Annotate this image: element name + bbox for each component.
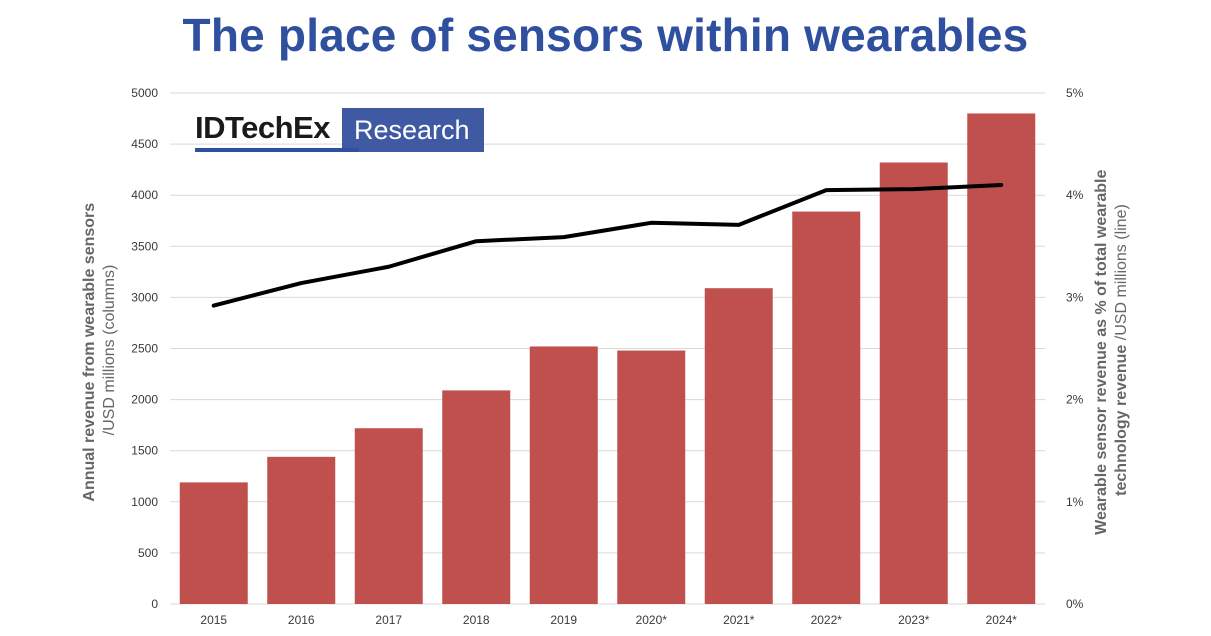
bar (267, 456, 336, 604)
left-tick-label: 500 (138, 546, 158, 560)
right-axis-title-line1: Wearable sensor revenue as % of total we… (1093, 170, 1110, 535)
right-axis-title-unit: /USD millions (line) (1113, 204, 1130, 340)
right-axis-title: Wearable sensor revenue as % of total we… (1093, 165, 1130, 535)
right-axis-title-line2: technology revenue /USD millions (line) (1113, 204, 1130, 496)
right-tick-label: 2% (1066, 393, 1084, 407)
right-tick-label: 5% (1066, 86, 1084, 100)
x-tick-label: 2020* (636, 613, 668, 627)
logo-brand: IDTechEx (195, 108, 359, 152)
x-tick-label: 2023* (898, 613, 930, 627)
left-axis-ticks: 0 500 1000 1500 2000 2500 3000 3500 4000 4500 5000 (131, 86, 158, 611)
x-tick-label: 2021* (723, 613, 755, 627)
bar (967, 113, 1036, 604)
x-tick-label: 2024* (986, 613, 1018, 627)
bar (792, 211, 861, 604)
left-axis-title-bold: Annual revenue from wearable sensors (81, 203, 98, 502)
logo-underline (195, 148, 359, 152)
left-tick-label: 1500 (131, 444, 158, 458)
bar (529, 346, 598, 604)
bar (879, 162, 948, 604)
left-tick-label: 5000 (131, 86, 158, 100)
logo-research-box: Research (341, 108, 484, 152)
x-tick-label: 2015 (200, 613, 227, 627)
left-tick-label: 0 (151, 597, 158, 611)
left-tick-label: 3000 (131, 290, 158, 304)
left-tick-label: 1000 (131, 495, 158, 509)
bar (617, 350, 686, 604)
bar (442, 390, 511, 604)
right-axis-title-line2-bold: technology revenue (1113, 345, 1130, 496)
idtechex-logo: IDTechEx Research (195, 108, 484, 152)
right-axis-ticks: 0% 1% 2% 3% 4% 5% (1066, 86, 1084, 611)
line-series (211, 182, 1004, 308)
right-tick-label: 3% (1066, 290, 1084, 304)
left-tick-label: 3500 (131, 239, 158, 253)
x-tick-label: 2018 (463, 613, 490, 627)
right-tick-label: 4% (1066, 188, 1084, 202)
left-tick-label: 2000 (131, 393, 158, 407)
bar (354, 428, 423, 604)
left-axis-title: Annual revenue from wearable sensors /US… (81, 198, 118, 501)
sensor-share-line (211, 182, 1004, 308)
bar (179, 482, 248, 604)
left-axis-title-unit: /USD millions (columns) (101, 265, 118, 436)
x-tick-label: 2017 (375, 613, 402, 627)
right-tick-label: 1% (1066, 495, 1084, 509)
left-tick-label: 2500 (131, 342, 158, 356)
bar-series (179, 113, 1036, 604)
left-tick-label: 4500 (131, 137, 158, 151)
right-tick-label: 0% (1066, 597, 1084, 611)
logo-brand-text: IDTechEx (195, 110, 330, 145)
x-tick-label: 2019 (550, 613, 577, 627)
x-tick-label: 2016 (288, 613, 315, 627)
x-tick-label: 2022* (811, 613, 843, 627)
bar (704, 288, 773, 604)
x-axis-ticks: 2015 2016 2017 2018 2019 2020* 2021* 2022* 2023*… (200, 613, 1017, 627)
chart-title: The place of sensors within wearables (182, 9, 1029, 61)
left-tick-label: 4000 (131, 188, 158, 202)
